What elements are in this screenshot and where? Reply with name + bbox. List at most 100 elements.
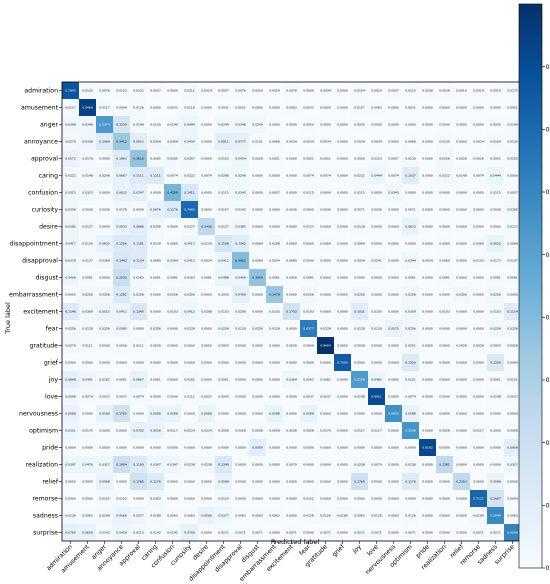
cell-value-label: 0.0000 [235, 463, 246, 467]
cell-value-label: 0.0000 [320, 480, 331, 484]
cell-value-label: 0.0074 [405, 395, 416, 399]
heatmap-cell [368, 218, 386, 236]
heatmap-cell [79, 218, 97, 236]
heatmap-cell [113, 269, 131, 287]
cell-value-label: 0.0103 [473, 259, 484, 263]
cell-value-label: 0.0000 [371, 293, 382, 297]
cell-value-label: 0.0356 [65, 208, 76, 212]
cell-value-label: 0.0000 [116, 361, 127, 365]
cell-value-label: 0.0036 [320, 208, 331, 212]
heatmap-cell [147, 235, 165, 253]
heatmap-cell [402, 99, 420, 117]
y-tick-label: disapproval [22, 258, 58, 265]
cell-value-label: 0.0000 [286, 361, 297, 365]
cell-value-label: 0.0000 [439, 327, 450, 331]
cell-value-label: 0.0000 [150, 361, 161, 365]
cell-value-label: 0.0000 [201, 191, 212, 195]
heatmap-cell [283, 371, 301, 389]
heatmap-cell [130, 354, 148, 372]
cell-value-label: 0.0149 [507, 123, 518, 127]
heatmap-cell [453, 422, 471, 440]
cell-value-label: 0.0348 [82, 123, 93, 127]
cell-value-label: 0.0000 [439, 344, 450, 348]
cell-value-label: 0.0028 [286, 344, 297, 348]
cell-value-label: 0.0000 [371, 225, 382, 229]
heatmap-cell [181, 252, 199, 270]
cell-value-label: 0.0000 [235, 497, 246, 501]
heatmap-cell [487, 439, 505, 457]
cell-value-label: 0.0103 [371, 310, 382, 314]
cell-value-label: 0.0625 [99, 242, 110, 246]
heatmap-cell [487, 303, 505, 321]
heatmap-cell [300, 201, 318, 219]
cell-value-label: 0.8984 [320, 344, 331, 348]
cell-value-label: 0.3659 [252, 276, 263, 280]
cell-value-label: 0.1282 [116, 293, 127, 297]
heatmap-cell [300, 354, 318, 372]
cell-value-label: 0.0031 [303, 106, 314, 110]
heatmap-cell [385, 116, 403, 134]
heatmap-cell [232, 184, 250, 202]
cell-value-label: 0.0344 [167, 259, 178, 263]
heatmap-cell [334, 252, 352, 270]
heatmap-cell [164, 184, 182, 202]
heatmap-cell [96, 354, 114, 372]
cell-value-label: 0.0676 [150, 208, 161, 212]
heatmap-cell [487, 286, 505, 304]
cell-value-label: 0.0348 [65, 123, 76, 127]
heatmap-cell [436, 422, 454, 440]
cell-value-label: 0.0000 [269, 208, 280, 212]
cell-value-label: 0.0117 [65, 106, 76, 110]
cell-value-label: 0.0074 [133, 395, 144, 399]
cell-value-label: 0.0037 [201, 395, 212, 399]
cell-value-label: 0.0000 [167, 480, 178, 484]
cell-value-label: 0.6099 [507, 531, 518, 535]
cell-value-label: 0.0074 [82, 395, 93, 399]
cell-value-label: 0.0000 [507, 361, 518, 365]
cell-value-label: 0.0912 [133, 140, 144, 144]
cell-value-label: 0.0000 [388, 293, 399, 297]
heatmap-cell [232, 133, 250, 151]
heatmap-cell [317, 286, 335, 304]
heatmap-cell [300, 422, 318, 440]
cell-value-label: 0.0000 [286, 446, 297, 450]
cell-value-label: 0.0126 [303, 514, 314, 518]
cell-value-label: 0.0115 [490, 191, 501, 195]
cell-value-label: 0.0000 [269, 123, 280, 127]
cell-value-label: 0.0000 [286, 293, 297, 297]
cell-value-label: 0.0063 [235, 514, 246, 518]
cell-value-label: 0.0058 [218, 429, 229, 433]
heatmap-cell [62, 405, 80, 423]
cell-value-label: 0.0000 [388, 225, 399, 229]
cell-value-label: 0.0000 [99, 429, 110, 433]
cell-value-label: 0.0434 [235, 157, 246, 161]
heatmap-cell [113, 116, 131, 134]
cell-value-label: 0.0137 [82, 259, 93, 263]
cell-value-label: 0.0000 [116, 446, 127, 450]
heatmap-cell [130, 116, 148, 134]
heatmap-cell [453, 354, 471, 372]
heatmap-cell [334, 116, 352, 134]
heatmap-cell [283, 473, 301, 491]
heatmap-cell [470, 507, 488, 525]
heatmap-cell [385, 388, 403, 406]
cell-value-label: 0.0069 [286, 242, 297, 246]
cell-value-label: 0.0139 [201, 242, 212, 246]
cell-value-label: 0.0000 [65, 361, 76, 365]
y-tick-labels: admirationamusementangerannoyanceapprova… [9, 88, 62, 537]
heatmap-cell [147, 201, 165, 219]
cell-value-label: 0.0000 [439, 497, 450, 501]
heatmap-cell [453, 405, 471, 423]
cell-value-label: 0.0000 [201, 446, 212, 450]
heatmap-cell [317, 388, 335, 406]
cell-value-label: 0.0128 [320, 327, 331, 331]
heatmap-cell [402, 405, 420, 423]
heatmap-cell [300, 150, 318, 168]
heatmap-cell [385, 201, 403, 219]
heatmap-cell [147, 218, 165, 236]
heatmap-cell [62, 456, 80, 474]
cell-value-label: 0.5949 [490, 514, 501, 518]
y-tick-label: admiration [24, 88, 58, 95]
heatmap-cell [453, 439, 471, 457]
heatmap-cell [283, 218, 301, 236]
